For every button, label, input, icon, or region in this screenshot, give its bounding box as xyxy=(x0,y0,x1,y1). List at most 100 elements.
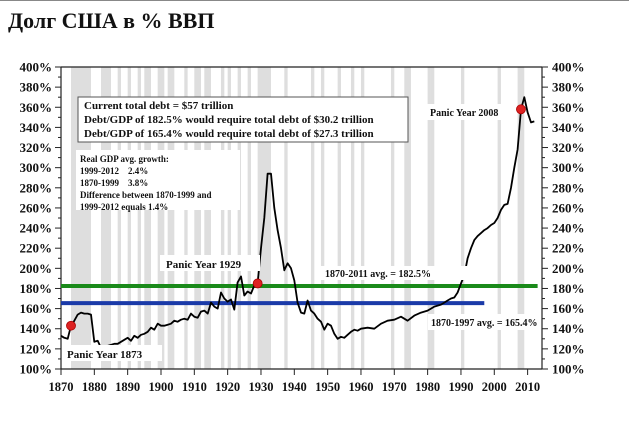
x-tick-label: 1900 xyxy=(148,380,173,394)
x-tick-label: 2000 xyxy=(482,380,507,394)
recession-band xyxy=(284,67,288,369)
y-tick-label-right: 300% xyxy=(552,160,585,175)
y-tick-label-left: 100% xyxy=(20,362,53,377)
y-tick-label-left: 120% xyxy=(20,341,53,356)
recession-band xyxy=(144,67,151,369)
gdp-growth-line-5: 1999-2012 equals 1.4% xyxy=(80,202,168,212)
recession-band xyxy=(184,67,188,369)
y-tick-label-left: 240% xyxy=(20,221,53,236)
y-tick-label-right: 160% xyxy=(552,301,585,316)
recession-band xyxy=(460,67,465,369)
y-tick-label-right: 240% xyxy=(552,221,585,236)
y-tick-label-right: 180% xyxy=(552,281,585,296)
recession-band xyxy=(517,67,525,369)
panic-marker-2008 xyxy=(516,104,526,115)
recession-band xyxy=(157,67,165,369)
avg-1870-1997-label: 1870-1997 avg. = 165.4% xyxy=(431,318,538,329)
recession-band xyxy=(427,67,431,369)
recession-band xyxy=(220,67,225,369)
panic-2008-label: Panic Year 2008 xyxy=(430,108,498,119)
y-axis-left: 100% 120% 140% 160% 180% 200% 220% 240% 260% 280%… xyxy=(20,60,61,377)
y-tick-label-left: 200% xyxy=(20,261,53,276)
recession-band xyxy=(137,67,141,369)
x-tick-label: 1990 xyxy=(448,380,473,394)
x-tick-label: 1920 xyxy=(215,380,240,394)
x-tick-label: 1950 xyxy=(315,380,340,394)
recession-band xyxy=(194,67,201,369)
y-tick-label-right: 340% xyxy=(552,120,585,135)
page-title: Долг США в % ВВП xyxy=(8,8,215,33)
x-tick-label: 1960 xyxy=(348,380,373,394)
y-tick-label-right: 360% xyxy=(552,100,585,115)
x-tick-label: 2010 xyxy=(515,380,540,394)
y-tick-label-left: 380% xyxy=(20,80,53,95)
y-tick-label-right: 320% xyxy=(552,140,585,155)
gdp-growth-line-3: 1870-1999 3.8% xyxy=(80,178,148,188)
marker-labels: Panic Year 1873 Panic Year 1929 Panic Ye… xyxy=(62,104,540,361)
y-tick-label-right: 100% xyxy=(552,362,585,377)
recession-band xyxy=(167,67,175,369)
debt-info-line-1: Current total debt = $57 trillion xyxy=(84,100,233,112)
y-axis-right: 100% 120% 140% 160% 180% 200% 220% 240% 260% 280%… xyxy=(542,60,585,377)
recession-band xyxy=(404,67,411,369)
x-tick-label: 1890 xyxy=(115,380,140,394)
recession-band xyxy=(350,67,355,369)
debt-info-line-2: Debt/GDP of 182.5% would require total d… xyxy=(84,114,374,126)
y-tick-label-right: 400% xyxy=(552,60,585,75)
gdp-growth-line-4: Difference between 1870-1999 and xyxy=(80,190,212,200)
y-tick-label-right: 140% xyxy=(552,321,585,336)
series-line-debt-gdp xyxy=(60,96,535,349)
recession-band xyxy=(430,67,435,369)
recession-band xyxy=(204,67,211,369)
y-tick-label-left: 140% xyxy=(20,321,53,336)
y-tick-label-left: 180% xyxy=(20,281,53,296)
y-tick-label-left: 300% xyxy=(20,160,53,175)
recession-band xyxy=(390,67,395,369)
y-tick-label-left: 360% xyxy=(20,100,53,115)
panic-1873-label: Panic Year 1873 xyxy=(67,349,143,361)
x-tick-label: 1910 xyxy=(182,380,207,394)
top-border xyxy=(0,0,629,1)
y-tick-label-left: 320% xyxy=(20,140,53,155)
x-tick-label: 1980 xyxy=(415,380,440,394)
recession-band xyxy=(100,67,111,369)
y-tick-label-left: 280% xyxy=(20,180,53,195)
y-tick-label-left: 400% xyxy=(20,60,53,75)
panic-marker-1929 xyxy=(252,278,263,289)
x-axis: 1870 1880 1890 1900 1910 1920 1930 1940 1950 1960… xyxy=(49,369,540,394)
y-tick-label-right: 260% xyxy=(552,200,585,215)
recession-band xyxy=(247,67,251,369)
y-tick-label-left: 340% xyxy=(20,120,53,135)
recession-band xyxy=(360,67,365,369)
panic-marker-1873 xyxy=(66,320,76,331)
x-tick-label: 1880 xyxy=(82,380,107,394)
y-tick-label-right: 200% xyxy=(552,261,585,276)
recession-band xyxy=(320,67,325,369)
panic-1929-label: Panic Year 1929 xyxy=(166,259,242,271)
debt-info-box: Current total debt = $57 trillion Debt/G… xyxy=(77,96,409,143)
recession-band xyxy=(497,67,501,369)
average-lines xyxy=(61,283,538,306)
gdp-growth-line-1: Real GDP avg. growth: xyxy=(80,154,169,164)
y-tick-label-right: 280% xyxy=(552,180,585,195)
x-tick-label: 1940 xyxy=(282,380,307,394)
gdp-growth-line-2: 1999-2012 2.4% xyxy=(80,166,148,176)
x-tick-label: 1870 xyxy=(49,380,74,394)
recession-band xyxy=(237,67,241,369)
y-tick-label-right: 380% xyxy=(552,80,585,95)
y-tick-label-left: 160% xyxy=(20,301,53,316)
recession-band xyxy=(127,67,131,369)
recession-band xyxy=(227,67,231,369)
y-tick-label-right: 120% xyxy=(552,341,585,356)
x-tick-label: 1930 xyxy=(248,380,273,394)
recession-band xyxy=(310,67,315,369)
recession-band xyxy=(337,67,341,369)
x-tick-label: 1970 xyxy=(382,380,407,394)
avg-1870-2011-label: 1870-2011 avg. = 182.5% xyxy=(325,269,431,280)
y-tick-label-left: 220% xyxy=(20,241,53,256)
y-tick-label-right: 220% xyxy=(552,241,585,256)
debt-info-line-3: Debt/GDP of 165.4% would require total d… xyxy=(84,128,374,140)
recession-band xyxy=(117,67,121,369)
panic-markers xyxy=(66,104,526,331)
y-tick-label-left: 260% xyxy=(20,200,53,215)
